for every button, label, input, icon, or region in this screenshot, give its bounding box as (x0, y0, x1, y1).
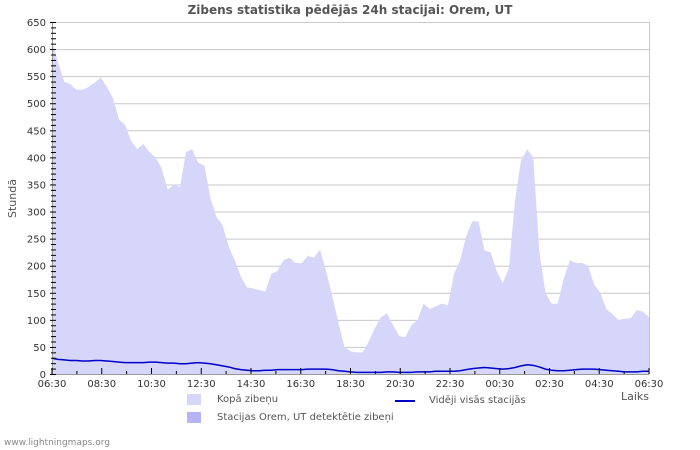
svg-text:400: 400 (27, 153, 46, 164)
legend-average: Vidēji visās stacijās (395, 395, 526, 406)
svg-text:250: 250 (27, 235, 46, 246)
x-axis-label: Laiks (621, 390, 650, 403)
total-strikes-area (52, 40, 649, 374)
svg-text:10:30: 10:30 (137, 379, 166, 390)
svg-text:08:30: 08:30 (87, 379, 116, 390)
svg-text:100: 100 (27, 316, 46, 327)
svg-text:16:30: 16:30 (286, 379, 315, 390)
svg-text:650: 650 (27, 18, 46, 29)
legend-station-swatch (187, 412, 201, 423)
x-axis-ticks: 06:30 08:30 10:30 12:30 14:30 16:30 18:30 20:30… (38, 368, 664, 390)
svg-text:300: 300 (27, 208, 46, 219)
svg-text:18:30: 18:30 (336, 379, 365, 390)
legend-station-label: Stacijas Orem, UT detektētie zibeņi (217, 412, 394, 423)
svg-text:12:30: 12:30 (187, 379, 216, 390)
svg-text:600: 600 (27, 45, 46, 56)
svg-text:20:30: 20:30 (386, 379, 415, 390)
svg-text:06:30: 06:30 (38, 379, 67, 390)
svg-text:550: 550 (27, 72, 46, 83)
svg-text:22:30: 22:30 (436, 379, 465, 390)
source-link[interactable]: www.lightningmaps.org (4, 438, 110, 448)
svg-text:06:30: 06:30 (635, 379, 664, 390)
legend-total-swatch (187, 394, 201, 405)
svg-text:0: 0 (40, 370, 46, 381)
legend-station: Stacijas Orem, UT detektētie zibeņi (187, 412, 394, 423)
svg-text:50: 50 (33, 343, 46, 354)
legend-average-swatch (395, 399, 415, 402)
svg-text:150: 150 (27, 289, 46, 300)
chart-title: Zibens statistika pēdējās 24h stacijai: … (187, 3, 513, 17)
svg-text:350: 350 (27, 180, 46, 191)
svg-text:200: 200 (27, 262, 46, 273)
svg-text:04:30: 04:30 (585, 379, 614, 390)
svg-text:500: 500 (27, 99, 46, 110)
y-axis-label: Stundā (6, 179, 19, 218)
legend-total-label: Kopā zibeņu (217, 394, 279, 405)
svg-text:02:30: 02:30 (535, 379, 564, 390)
svg-text:450: 450 (27, 126, 46, 137)
legend-total: Kopā zibeņu (187, 394, 278, 405)
y-axis-ticks: 0 50 100 150 200 250 300 350 400 450 500 550 600 650 (27, 18, 56, 381)
legend-average-label: Vidēji visās stacijās (429, 395, 526, 406)
svg-text:00:30: 00:30 (485, 379, 514, 390)
svg-text:14:30: 14:30 (237, 379, 266, 390)
